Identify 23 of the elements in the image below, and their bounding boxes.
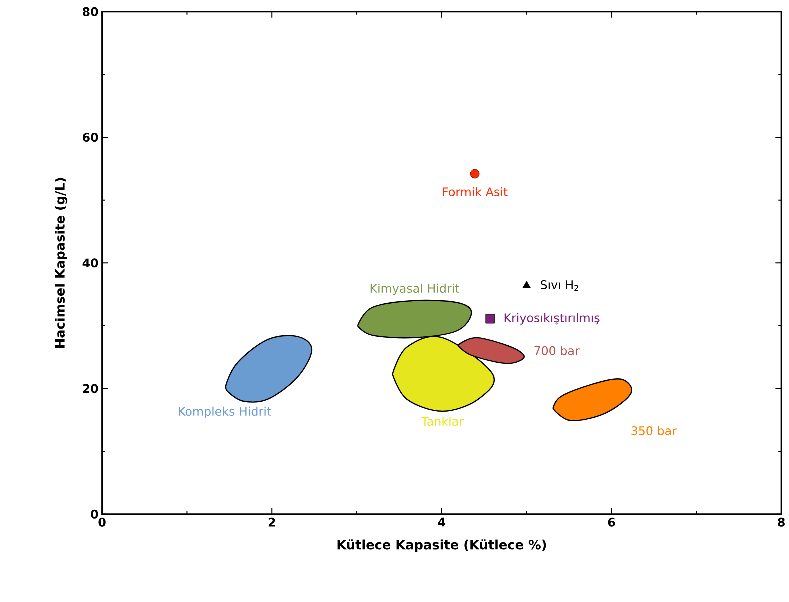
series-label: Kriyosıkıştırılmış	[504, 313, 600, 325]
point	[486, 314, 495, 324]
series-label: 700 bar	[534, 346, 580, 356]
x-tick-label: 8	[778, 518, 785, 527]
y-tick-label: 60	[83, 133, 98, 142]
series-label: Formik Asit	[443, 187, 508, 197]
y-tick-label: 40	[82, 258, 98, 268]
series-label: Sıvı H$_{2}$	[541, 280, 578, 292]
point	[522, 281, 531, 288]
x-tick-label: 0	[98, 518, 106, 527]
x-axis-title: Kütlece Kapasite (Kütlece %)	[338, 540, 546, 552]
x-tick-label: 6	[608, 518, 616, 527]
series-label: Tanklar	[422, 416, 464, 426]
x-tick-label: 4	[438, 518, 446, 527]
y-axis-title: Hacimsel Kapasite (g/L)	[55, 178, 68, 348]
y-tick-label: 0	[91, 510, 98, 520]
series-label: Kimyasal Hidrit	[370, 284, 460, 296]
series-label: Kompleks Hidrit	[179, 406, 272, 418]
x-tick-label: 2	[268, 518, 276, 527]
text: 350 bar	[632, 426, 677, 436]
y-tick-label: 80	[83, 8, 98, 17]
point	[470, 169, 480, 179]
y-tick-label: 20	[83, 384, 98, 394]
